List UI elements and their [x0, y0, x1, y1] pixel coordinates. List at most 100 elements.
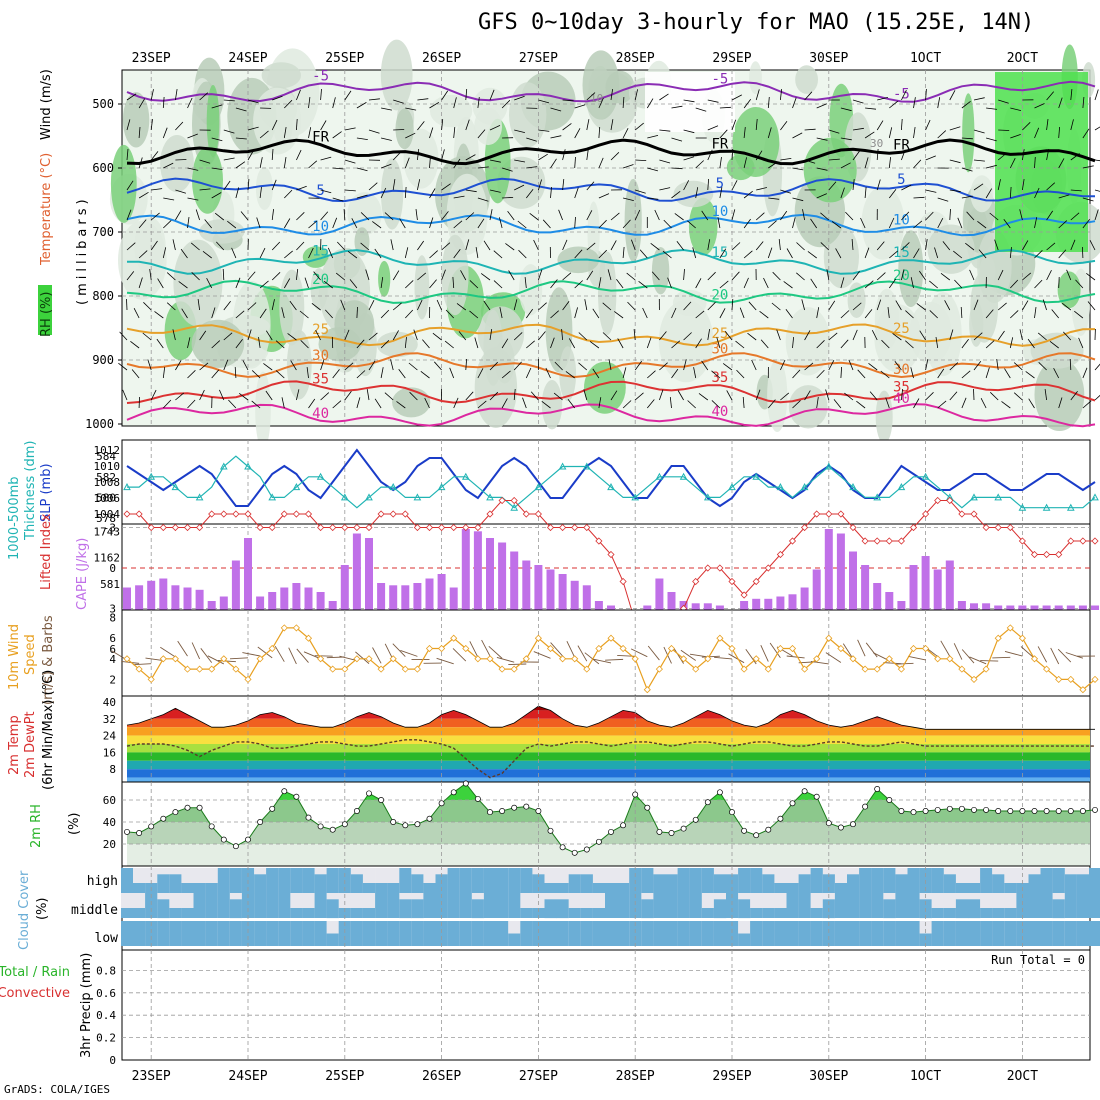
rh2m-marker [281, 788, 288, 795]
rh2m-marker [1055, 808, 1062, 814]
wind-barb [925, 155, 936, 161]
bottom-date-label: 2OCT [1007, 1069, 1038, 1084]
wind-barb [598, 277, 602, 289]
wind-barb [308, 97, 311, 109]
wind-barb [1078, 337, 1084, 349]
wind-barb [550, 337, 555, 349]
wind-barb [122, 389, 128, 401]
wind-barb [441, 211, 449, 221]
wind-barb [562, 99, 574, 102]
cloud-cell [375, 883, 388, 893]
cloud-cell [520, 868, 533, 893]
wind-barb [857, 369, 866, 379]
wind-barb [562, 149, 566, 161]
cloud-cell [605, 921, 618, 946]
li-marker [438, 523, 446, 532]
wind-barb [719, 106, 731, 109]
wind-barb [985, 309, 994, 319]
wind-barb [598, 97, 604, 109]
li-marker [692, 577, 700, 586]
wind-barb [925, 211, 934, 221]
contour-label: 5 [897, 172, 905, 188]
cloud-cell [943, 874, 957, 894]
wind-barb [1063, 331, 1072, 341]
wind10-barb [992, 656, 1011, 659]
li-marker [413, 523, 421, 532]
wind-barb [905, 340, 914, 349]
wind10-tick-label: 2 [109, 673, 116, 686]
wind-barb [1001, 401, 1011, 409]
wind10-barb [714, 656, 733, 660]
wind-barb [204, 219, 213, 229]
wind-barb [211, 167, 223, 170]
wind-barb [399, 218, 406, 229]
wind-barb [344, 127, 356, 131]
thickness-marker [897, 483, 906, 491]
wind-barb [1094, 394, 1100, 401]
wind10-marker [667, 644, 676, 653]
wind-barb [949, 362, 959, 371]
wind-barb [876, 148, 879, 161]
cloud-cell [362, 921, 376, 946]
wind-barb [717, 217, 721, 229]
wind-barb [780, 189, 792, 194]
cloud-cell [556, 883, 569, 893]
temp2m-tick-label: 8 [109, 763, 116, 776]
wind-barb [768, 161, 778, 169]
wind10-barb [865, 642, 878, 658]
rh-shade [598, 251, 617, 336]
wind-barb [538, 331, 546, 341]
cape-bar [268, 592, 277, 610]
wind-barb [840, 366, 842, 379]
rh-shade [1034, 358, 1085, 431]
wind-barb [913, 398, 920, 409]
wind-barb [767, 127, 772, 139]
wind-barb [851, 238, 854, 251]
wind10-barb [160, 646, 176, 658]
wind10-barb [481, 639, 491, 657]
thickness-label-b: Thickness (dm) [23, 441, 38, 541]
wind-barb [143, 302, 152, 311]
cape-bar [365, 538, 373, 610]
wind-barb [1070, 189, 1082, 192]
wind-barb [1058, 249, 1067, 259]
cloud-cell [483, 868, 497, 893]
wind-barb [513, 361, 522, 371]
rh2m-marker [366, 790, 372, 797]
wind-barb [356, 306, 358, 319]
cloud-cell [496, 893, 509, 918]
wind-barb [390, 359, 394, 371]
cloud-cell [423, 921, 436, 946]
cape-bar [437, 574, 446, 610]
wind-barb [880, 370, 890, 379]
wind-barb [417, 272, 427, 281]
cloud-cell [520, 908, 533, 918]
wind-barb [961, 100, 971, 109]
wind-barb [465, 189, 477, 193]
wind-barb [436, 299, 442, 311]
wind-barb [227, 220, 237, 229]
wind-barb [562, 179, 565, 191]
bottom-date-label: 23SEP [132, 1069, 171, 1084]
cloud-cell [544, 899, 557, 919]
wind-barb [296, 269, 299, 281]
wind-barb [998, 129, 1010, 131]
wind-barb [743, 98, 752, 109]
wind-barb [162, 247, 167, 259]
thickness-marker [752, 472, 761, 480]
wind-barb [147, 359, 152, 371]
wind-barb [1019, 329, 1023, 341]
li-marker [1030, 550, 1039, 559]
wind-barb [731, 119, 737, 131]
wind-barb [695, 310, 705, 319]
cloud-cell [411, 874, 424, 894]
temp-contour [126, 323, 1096, 347]
wind-barb [538, 99, 550, 104]
wind-barb [163, 220, 172, 229]
thickness-marker [340, 493, 349, 501]
rh-shade [970, 175, 994, 213]
wind-barb [840, 310, 850, 319]
cloud-cell [181, 921, 194, 946]
wind-barb [507, 210, 515, 221]
li-marker [619, 577, 627, 586]
